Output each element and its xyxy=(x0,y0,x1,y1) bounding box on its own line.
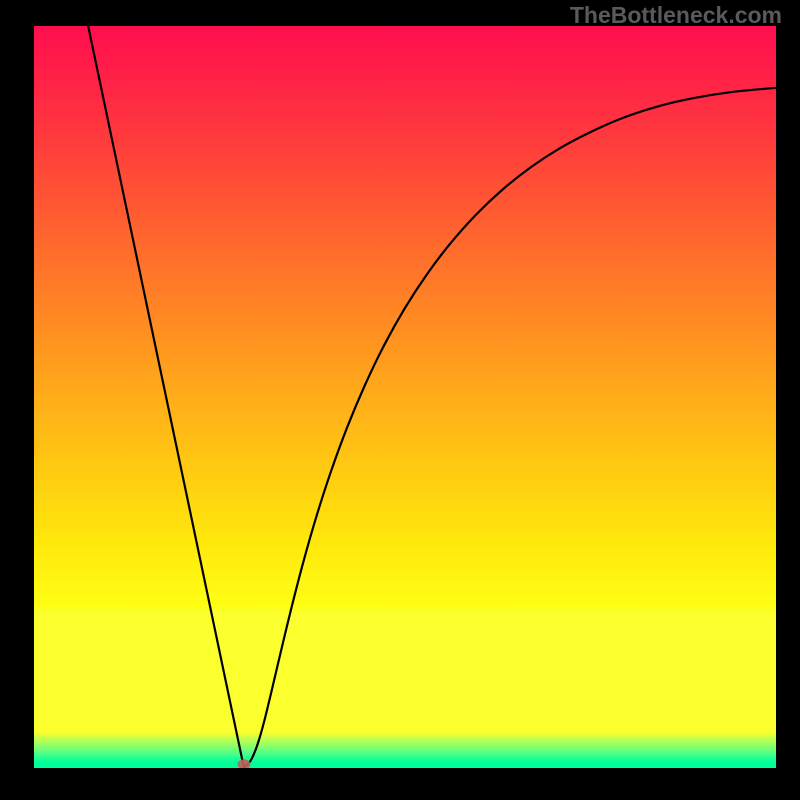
chart-stage: TheBottleneck.com xyxy=(0,0,800,800)
watermark-text: TheBottleneck.com xyxy=(570,2,782,29)
minimum-marker xyxy=(237,759,250,768)
curve-layer xyxy=(34,26,776,768)
plot-area xyxy=(34,26,776,768)
bottleneck-curve xyxy=(88,26,776,768)
